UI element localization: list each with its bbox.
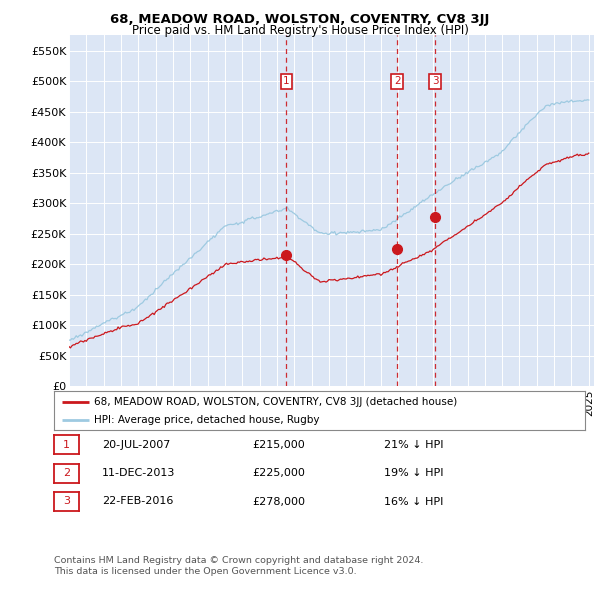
Text: £278,000: £278,000 — [252, 497, 305, 506]
Text: £215,000: £215,000 — [252, 440, 305, 450]
Text: 68, MEADOW ROAD, WOLSTON, COVENTRY, CV8 3JJ (detached house): 68, MEADOW ROAD, WOLSTON, COVENTRY, CV8 … — [94, 396, 457, 407]
Text: 22-FEB-2016: 22-FEB-2016 — [102, 497, 173, 506]
Text: Contains HM Land Registry data © Crown copyright and database right 2024.: Contains HM Land Registry data © Crown c… — [54, 556, 424, 565]
Text: £225,000: £225,000 — [252, 468, 305, 478]
Text: 16% ↓ HPI: 16% ↓ HPI — [384, 497, 443, 506]
Text: 19% ↓ HPI: 19% ↓ HPI — [384, 468, 443, 478]
Text: 68, MEADOW ROAD, WOLSTON, COVENTRY, CV8 3JJ: 68, MEADOW ROAD, WOLSTON, COVENTRY, CV8 … — [110, 13, 490, 26]
Text: 11-DEC-2013: 11-DEC-2013 — [102, 468, 175, 478]
Text: 2: 2 — [63, 468, 70, 478]
Text: 21% ↓ HPI: 21% ↓ HPI — [384, 440, 443, 450]
Text: 2: 2 — [394, 76, 400, 86]
Text: 3: 3 — [432, 76, 439, 86]
Text: This data is licensed under the Open Government Licence v3.0.: This data is licensed under the Open Gov… — [54, 566, 356, 576]
Text: 20-JUL-2007: 20-JUL-2007 — [102, 440, 170, 450]
Text: HPI: Average price, detached house, Rugby: HPI: Average price, detached house, Rugb… — [94, 415, 319, 425]
Text: Price paid vs. HM Land Registry's House Price Index (HPI): Price paid vs. HM Land Registry's House … — [131, 24, 469, 37]
Text: 1: 1 — [63, 440, 70, 450]
Text: 3: 3 — [63, 497, 70, 506]
Text: 1: 1 — [283, 76, 290, 86]
